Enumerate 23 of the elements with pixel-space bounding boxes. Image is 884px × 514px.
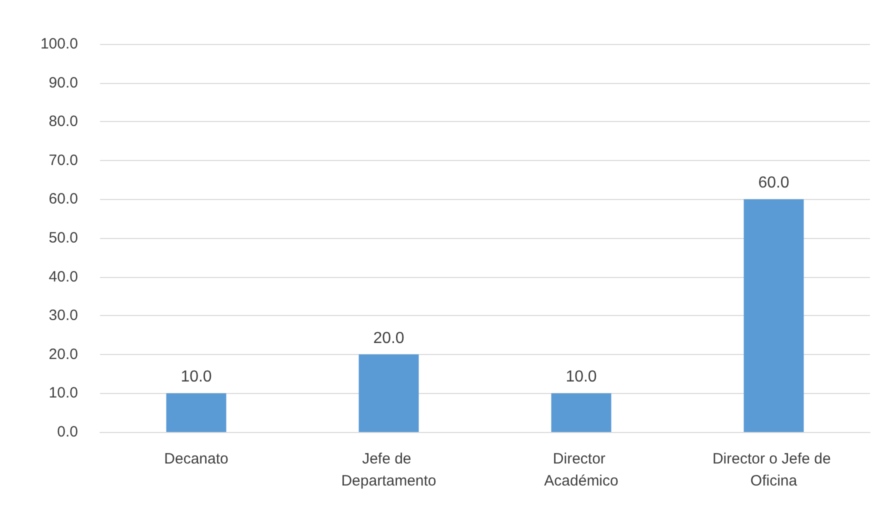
y-tick-label: 80.0 [48, 113, 78, 130]
y-tick-label: 90.0 [48, 74, 78, 92]
y-tick-label: 40.0 [48, 268, 78, 286]
bar [744, 199, 804, 432]
y-tick-label: 50.0 [48, 230, 78, 246]
y-tick-label: 30.0 [48, 307, 78, 324]
bar [166, 393, 226, 432]
data-label: 10.0 [180, 368, 212, 386]
x-tick-label: Jefe de Departamento [341, 450, 436, 490]
x-tick-label: Director o Jefe de Oficina [712, 450, 836, 490]
y-tick-label: 10.0 [48, 384, 78, 402]
y-tick-label: 20.0 [48, 346, 78, 363]
y-tick-label: 70.0 [48, 152, 78, 169]
y-tick-label: 60.0 [48, 190, 78, 208]
bar [358, 354, 419, 432]
data-label: 60.0 [758, 174, 790, 192]
y-tick-label: 0.0 [57, 424, 78, 440]
bar [551, 393, 612, 432]
x-tick-label: Decanato [164, 450, 228, 468]
x-tick-label: Director Académico [544, 450, 618, 490]
data-label: 20.0 [373, 330, 404, 347]
data-label: 10.0 [566, 368, 597, 386]
y-tick-label: 100.0 [40, 36, 78, 52]
